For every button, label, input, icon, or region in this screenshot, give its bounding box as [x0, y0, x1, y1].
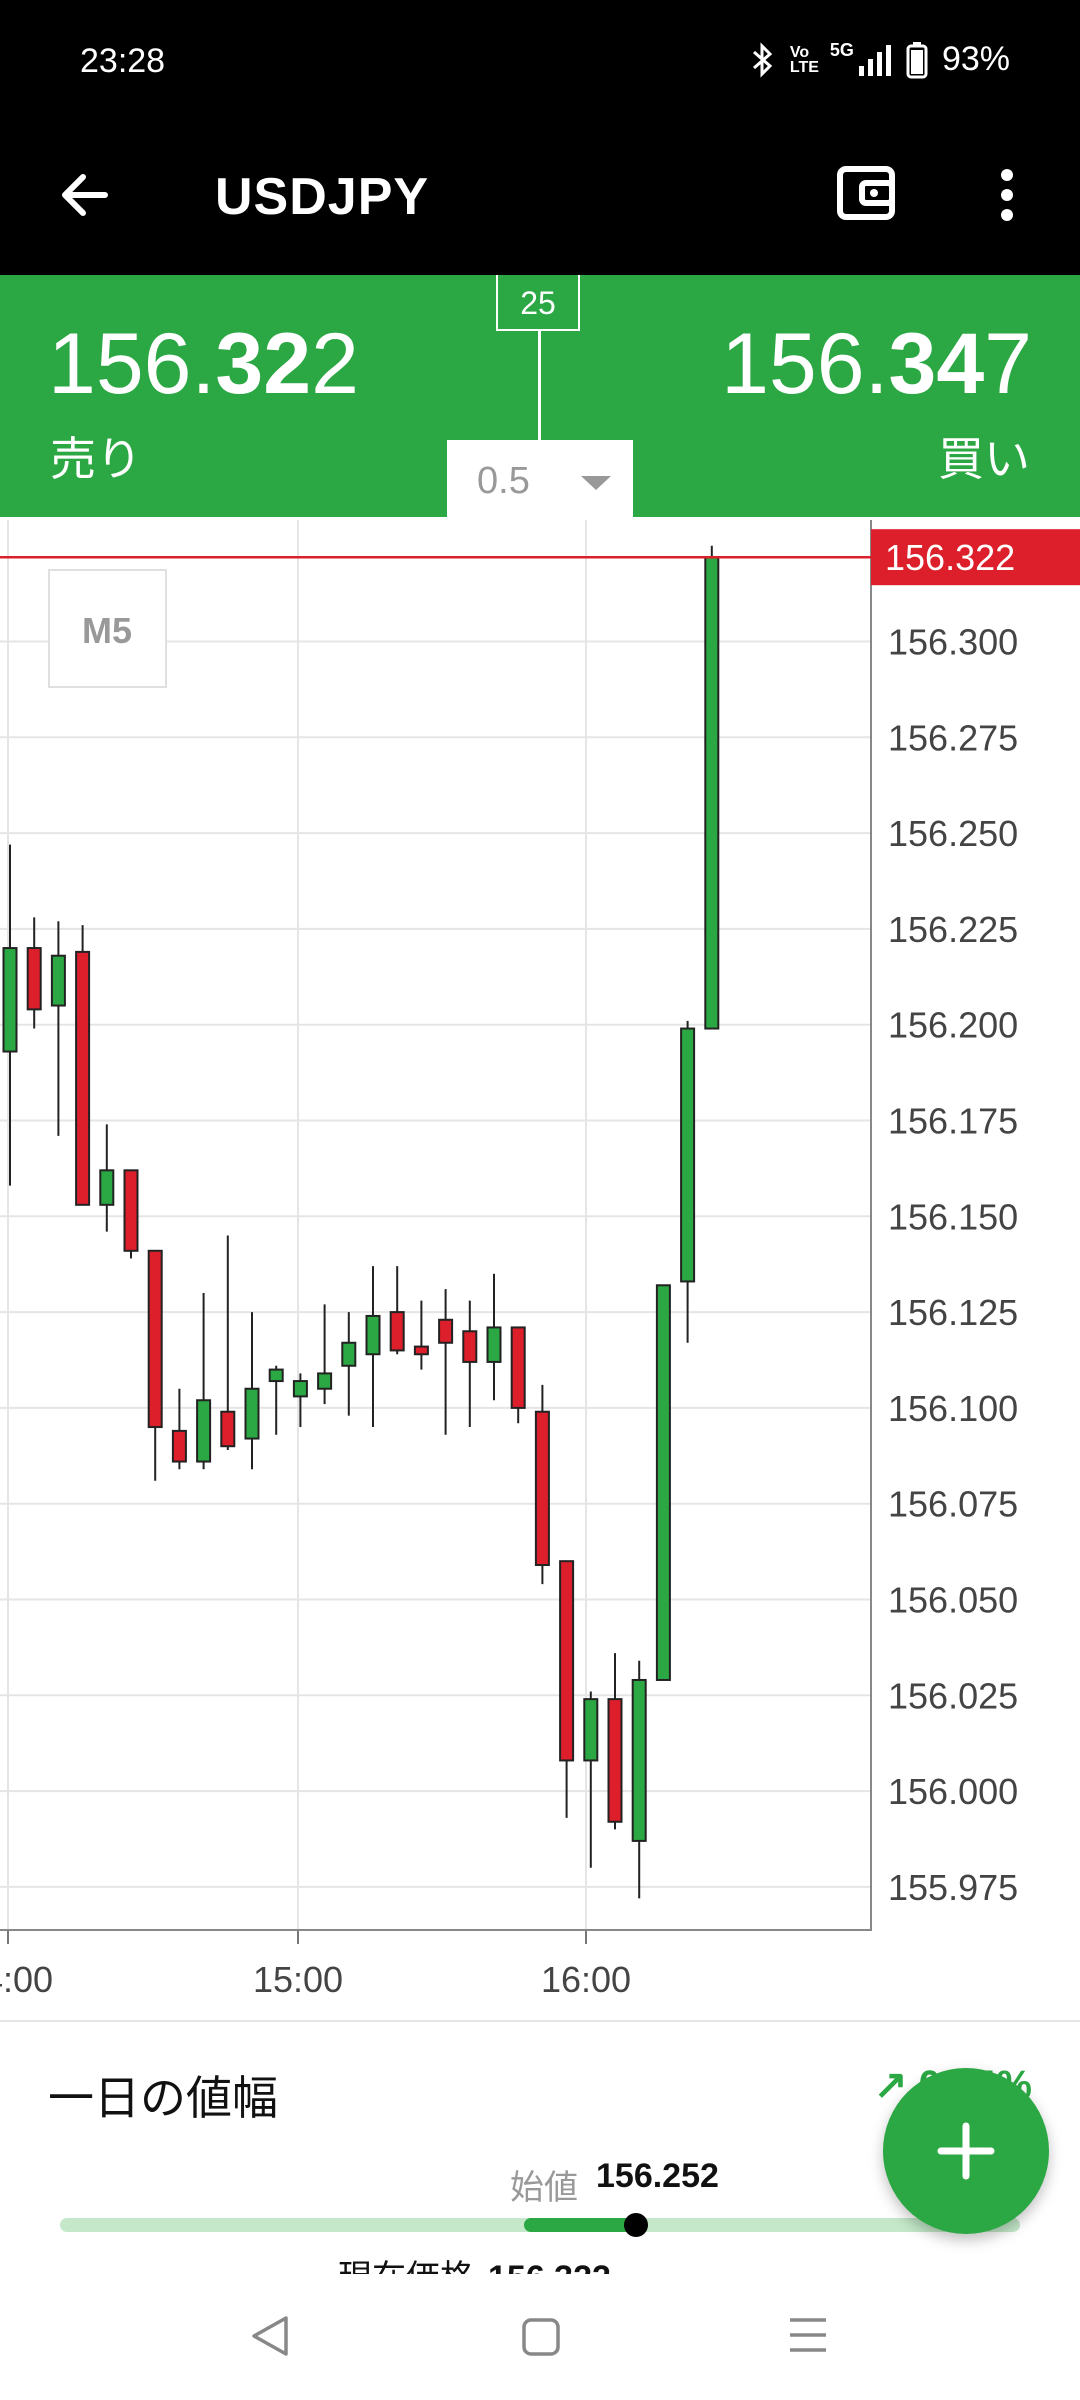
buy-price[interactable]: 156.347: [721, 316, 1032, 412]
candle-body: [123, 1169, 139, 1252]
candle-body: [680, 1027, 696, 1283]
candle-body: [607, 1698, 623, 1823]
current-price-value: 156.322: [488, 2259, 611, 2274]
y-tick-label: 155.975: [888, 1867, 1018, 1908]
battery-icon: [906, 41, 928, 78]
current-price-tag-label: 156.322: [885, 537, 1015, 578]
timeframe-box: [48, 569, 167, 688]
candle-body: [389, 1311, 405, 1352]
candle-body: [704, 556, 720, 1030]
buy-button-label[interactable]: 買い: [938, 433, 1030, 485]
status-bar: 23:28 Vo LTE 5G 93%: [0, 0, 1080, 125]
wallet-icon[interactable]: [836, 163, 896, 223]
range-indicator: [624, 2213, 648, 2237]
nav-home-icon[interactable]: [522, 2318, 560, 2356]
quote-panel: 156.322 売り 156.347 買い: [0, 275, 1080, 517]
back-arrow-icon[interactable]: [55, 165, 115, 225]
more-vert-icon[interactable]: [990, 165, 1024, 225]
y-tick-label: 156.050: [888, 1580, 1018, 1621]
candle-body: [99, 1169, 115, 1206]
network-label: 5G: [829, 40, 854, 60]
current-price-row: 現在価格 156.322: [338, 2250, 611, 2274]
timeframe-label: M5: [82, 610, 132, 651]
dropdown-caret-icon: [581, 476, 611, 490]
sell-price[interactable]: 156.322: [48, 316, 359, 412]
y-tick-label: 156.225: [888, 909, 1018, 950]
candle-body: [26, 947, 42, 1011]
candle-body: [268, 1368, 284, 1383]
candle-body: [365, 1314, 381, 1356]
y-tick-label: 156.200: [888, 1005, 1018, 1046]
candle-body: [655, 1284, 671, 1681]
candle-body: [413, 1345, 429, 1356]
candle-body: [2, 947, 18, 1053]
candle-body: [317, 1372, 333, 1390]
candle-body: [486, 1326, 502, 1363]
candle-body: [462, 1330, 478, 1363]
candle-body: [559, 1560, 575, 1762]
candle-body: [220, 1410, 236, 1448]
y-tick-label: 156.025: [888, 1675, 1018, 1716]
daily-range-title: 一日の値幅: [48, 2072, 278, 2124]
candle-body: [196, 1399, 212, 1463]
candle-body: [583, 1698, 599, 1762]
spread-badge: 25: [496, 275, 580, 331]
y-tick-label: 156.150: [888, 1196, 1018, 1237]
nav-recents-icon[interactable]: [788, 2316, 828, 2354]
plus-icon: [937, 2122, 995, 2180]
page-title: USDJPY: [215, 168, 430, 226]
y-tick-label: 156.250: [888, 813, 1018, 854]
candle-body: [631, 1678, 647, 1842]
x-tick-label: 15:00: [253, 1959, 343, 2000]
y-tick-label: 156.000: [888, 1771, 1018, 1812]
signal-icon: [858, 44, 891, 76]
app-bar: USDJPY: [0, 125, 1080, 275]
y-tick-label: 156.275: [888, 717, 1018, 758]
candle-body: [534, 1410, 550, 1567]
status-icons: Vo LTE 5G 93%: [750, 40, 1010, 79]
candle-body: [50, 954, 66, 1007]
range-fill: [524, 2218, 636, 2232]
open-value: 156.252: [596, 2157, 719, 2195]
current-price-tag: [871, 529, 1080, 586]
y-tick-label: 156.100: [888, 1388, 1018, 1429]
status-time: 23:28: [80, 42, 166, 80]
y-tick-label: 156.300: [888, 622, 1018, 663]
new-order-button[interactable]: [883, 2068, 1049, 2234]
x-tick-label: 14:00: [0, 1959, 53, 2000]
sell-button-label[interactable]: 売り: [50, 433, 142, 485]
section-divider: [0, 2020, 1080, 2022]
candle-body: [75, 950, 91, 1206]
x-tick-label: 16:00: [541, 1959, 631, 2000]
spread-connector: [538, 331, 541, 441]
candle-body: [341, 1341, 357, 1367]
open-label: 始値: [510, 2169, 578, 2207]
candle-body: [438, 1318, 454, 1344]
battery-level: 93%: [941, 40, 1010, 78]
nav-back-icon[interactable]: [250, 2314, 290, 2358]
candle-body: [244, 1387, 260, 1440]
bluetooth-icon: [752, 41, 773, 78]
y-tick-label: 156.075: [888, 1484, 1018, 1525]
candle-body: [292, 1380, 308, 1398]
system-nav-bar: [0, 2274, 1080, 2400]
current-price-label: 現在価格: [338, 2259, 474, 2274]
candle-body: [510, 1326, 526, 1409]
lot-size-select[interactable]: 0.5: [447, 440, 633, 517]
candle-body: [147, 1249, 163, 1429]
volte-icon: Vo LTE: [789, 43, 819, 76]
y-tick-label: 156.125: [888, 1292, 1018, 1333]
candle-body: [171, 1429, 187, 1463]
lot-size-value: 0.5: [477, 460, 530, 502]
y-tick-label: 156.175: [888, 1101, 1018, 1142]
price-chart[interactable]: 156.300 156.275 156.250 156.225 156.200 156.1…: [0, 517, 1080, 2020]
